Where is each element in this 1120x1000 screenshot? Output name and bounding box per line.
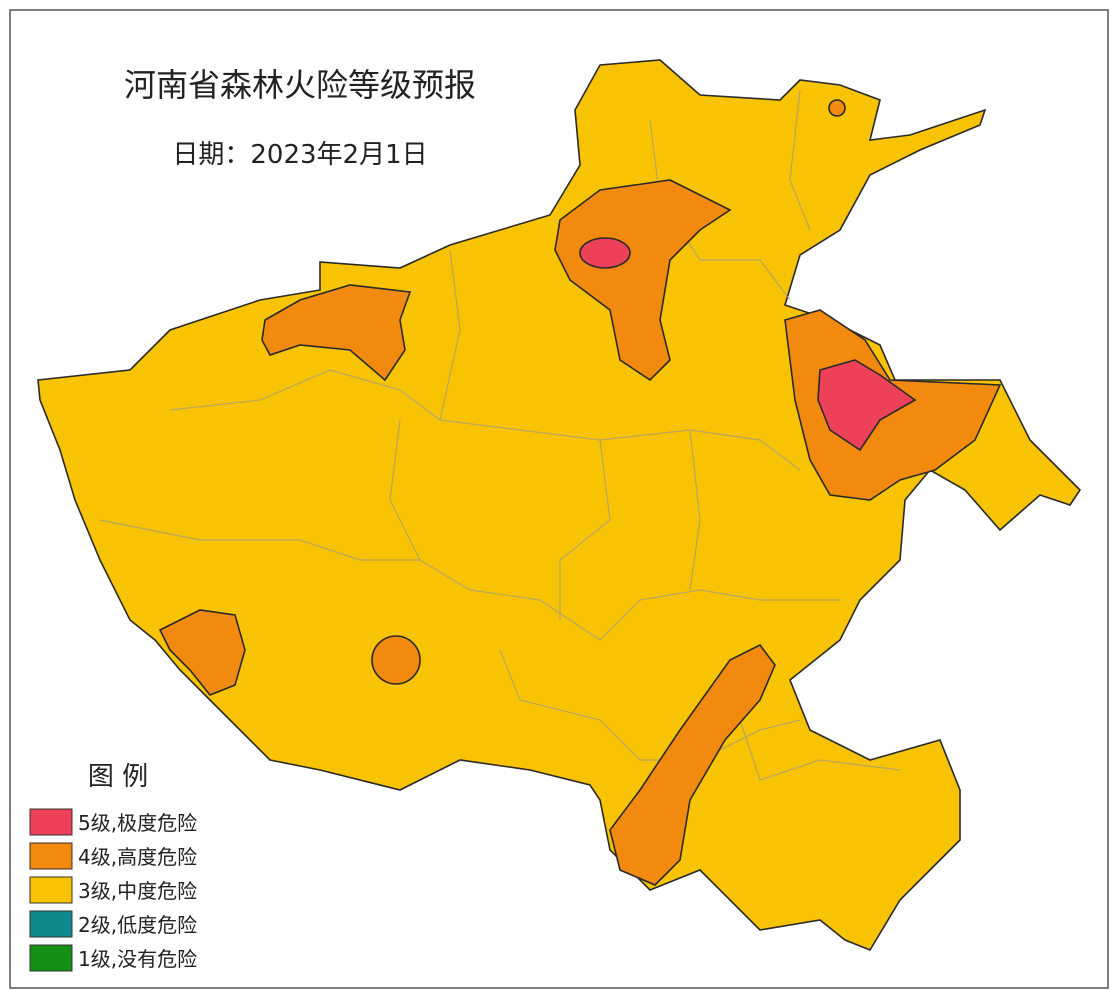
zone-high <box>554 179 732 382</box>
legend-label: 4级,高度危险 <box>78 845 197 869</box>
legend-swatch <box>29 876 73 904</box>
zone-high <box>609 643 776 886</box>
legend-label: 3级,中度危险 <box>78 879 197 903</box>
zone-extreme <box>579 237 631 269</box>
zone-high <box>828 99 846 117</box>
legend-label: 5级,极度危险 <box>78 811 197 835</box>
zone-high <box>158 609 246 696</box>
zone-high <box>371 635 421 685</box>
legend-title: 图 例 <box>88 762 148 792</box>
legend-swatch <box>29 808 73 836</box>
map-title: 河南省森林火险等级预报 <box>124 66 476 104</box>
legend-swatch <box>29 910 73 938</box>
zone-extreme <box>817 359 917 452</box>
legend-label: 2级,低度危险 <box>78 913 197 937</box>
legend: 5级,极度危险 4级,高度危险 3级,中度危险 2级,低度危险 1级,没有危险 <box>29 808 197 972</box>
province <box>37 59 1082 951</box>
risk-zones <box>158 99 1002 886</box>
legend-swatch <box>29 842 73 870</box>
county-lines <box>99 89 901 781</box>
legend-label: 1级,没有危险 <box>78 947 197 971</box>
zone-high <box>261 284 412 382</box>
map-date: 日期：2023年2月1日 <box>172 140 427 170</box>
legend-swatch <box>29 944 73 972</box>
province-outline <box>37 59 1082 951</box>
